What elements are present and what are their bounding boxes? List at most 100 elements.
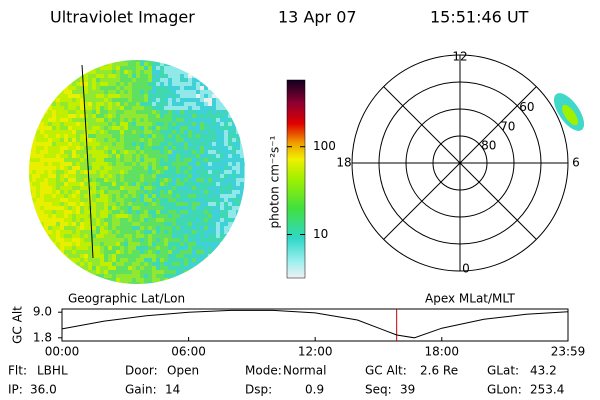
- pixel: [156, 246, 160, 250]
- pixel: [224, 158, 228, 162]
- pixel: [180, 126, 184, 130]
- pixel: [76, 126, 80, 130]
- pixel: [200, 258, 204, 262]
- pixel: [192, 226, 196, 230]
- pixel: [148, 62, 152, 66]
- pixel: [132, 154, 136, 158]
- pixel: [200, 282, 204, 284]
- pixel: [172, 262, 176, 266]
- pixel: [224, 130, 228, 134]
- pixel: [80, 154, 84, 158]
- pixel: [160, 142, 164, 146]
- pixel: [132, 62, 136, 66]
- field-value: LBHL: [37, 364, 68, 378]
- pixel: [72, 194, 76, 198]
- pixel: [172, 190, 176, 194]
- pixel: [132, 134, 136, 138]
- pixel: [116, 238, 120, 242]
- pixel: [140, 106, 144, 110]
- pixel: [236, 106, 240, 110]
- pixel: [104, 62, 108, 66]
- pixel: [208, 118, 212, 122]
- pixel: [152, 230, 156, 234]
- pixel: [116, 222, 120, 226]
- pixel: [152, 110, 156, 114]
- pixel: [220, 258, 224, 262]
- pixel: [144, 218, 148, 222]
- pixel: [36, 90, 40, 94]
- pixel: [140, 142, 144, 146]
- pixel: [72, 126, 76, 130]
- pixel: [176, 134, 180, 138]
- pixel: [112, 206, 116, 210]
- pixel: [224, 106, 228, 110]
- pixel: [164, 110, 168, 114]
- pixel: [52, 274, 56, 278]
- pixel: [180, 210, 184, 214]
- pixel: [176, 74, 180, 78]
- pixel: [88, 266, 92, 270]
- pixel: [44, 122, 48, 126]
- pixel: [120, 102, 124, 106]
- pixel: [216, 146, 220, 150]
- pixel: [96, 118, 100, 122]
- pixel: [136, 246, 140, 250]
- pixel: [64, 246, 68, 250]
- pixel: [60, 278, 64, 282]
- pixel: [216, 158, 220, 162]
- pixel: [112, 170, 116, 174]
- pixel: [92, 222, 96, 226]
- pixel: [164, 226, 168, 230]
- pixel: [44, 250, 48, 254]
- pixel: [29, 230, 32, 234]
- pixel: [196, 162, 200, 166]
- pixel: [160, 206, 164, 210]
- pixel: [144, 102, 148, 106]
- pixel: [36, 134, 40, 138]
- pixel: [244, 190, 245, 194]
- pixel: [244, 254, 245, 258]
- pixel: [228, 166, 232, 170]
- pixel: [104, 134, 108, 138]
- pixel: [36, 258, 40, 262]
- pixel: [156, 218, 160, 222]
- pixel: [176, 210, 180, 214]
- pixel: [56, 86, 60, 90]
- pixel: [208, 110, 212, 114]
- pixel: [192, 74, 196, 78]
- pixel: [48, 182, 52, 186]
- pixel: [180, 226, 184, 230]
- pixel: [200, 222, 204, 226]
- pixel: [60, 182, 64, 186]
- pixel: [172, 278, 176, 282]
- pixel: [108, 98, 112, 102]
- pixel: [96, 186, 100, 190]
- pixel: [168, 266, 172, 270]
- pixel: [180, 102, 184, 106]
- pixel: [148, 182, 152, 186]
- pixel: [40, 90, 44, 94]
- pixel: [172, 210, 176, 214]
- pixel: [220, 174, 224, 178]
- pixel: [108, 122, 112, 126]
- pixel: [29, 190, 32, 194]
- pixel: [192, 254, 196, 258]
- pixel: [44, 146, 48, 150]
- pixel: [60, 74, 64, 78]
- pixel: [76, 150, 80, 154]
- pixel: [124, 150, 128, 154]
- pixel: [116, 90, 120, 94]
- pixel: [128, 62, 132, 66]
- pixel: [192, 122, 196, 126]
- pixel: [164, 138, 168, 142]
- pixel: [68, 106, 72, 110]
- field-value: 14: [165, 383, 180, 397]
- pixel: [192, 274, 196, 278]
- pixel: [192, 242, 196, 246]
- pixel: [104, 230, 108, 234]
- pixel: [152, 222, 156, 226]
- pixel: [48, 198, 52, 202]
- pixel: [116, 250, 120, 254]
- pixel: [84, 266, 88, 270]
- pixel: [228, 130, 232, 134]
